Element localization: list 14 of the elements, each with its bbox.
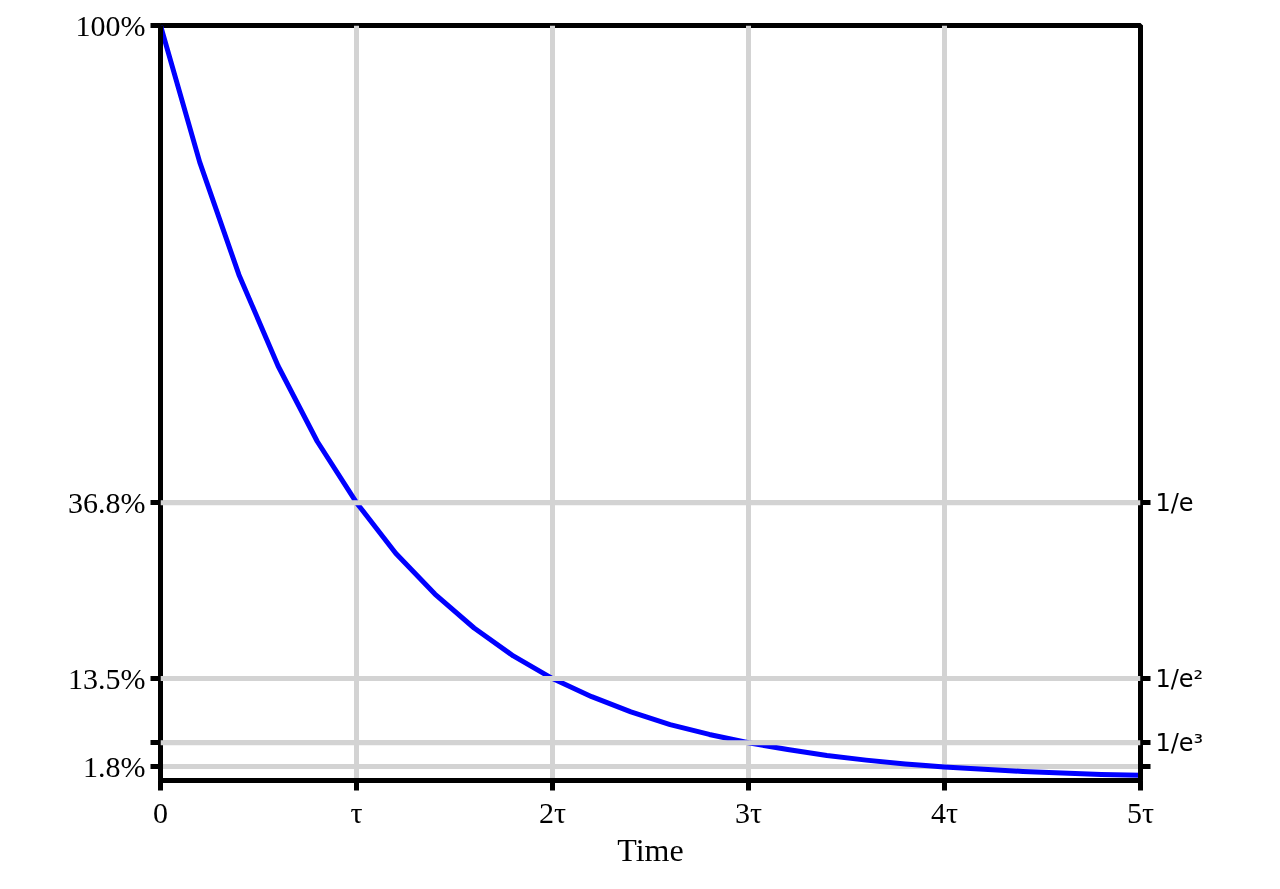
- y-tick-label: 1.8%: [83, 750, 146, 784]
- x-tick-label: 5τ: [1126, 795, 1155, 829]
- x-tick-label: 2τ: [538, 795, 567, 829]
- x-tick-label: 3τ: [734, 795, 763, 829]
- x-tick-label: 4τ: [930, 795, 959, 829]
- y-tick-label: 13.5%: [68, 662, 146, 696]
- y-tick-label: 100%: [75, 9, 146, 42]
- ref-line-label: 1/e: [1155, 488, 1194, 517]
- y-tick-label: 36.8%: [68, 486, 146, 520]
- x-tick-label: 0: [153, 795, 168, 829]
- ref-line-label: 1/e³: [1155, 728, 1204, 757]
- x-tick-label: τ: [350, 795, 363, 829]
- x-axis-title: Time: [617, 831, 684, 868]
- ref-line-label: 1/e²: [1155, 664, 1204, 693]
